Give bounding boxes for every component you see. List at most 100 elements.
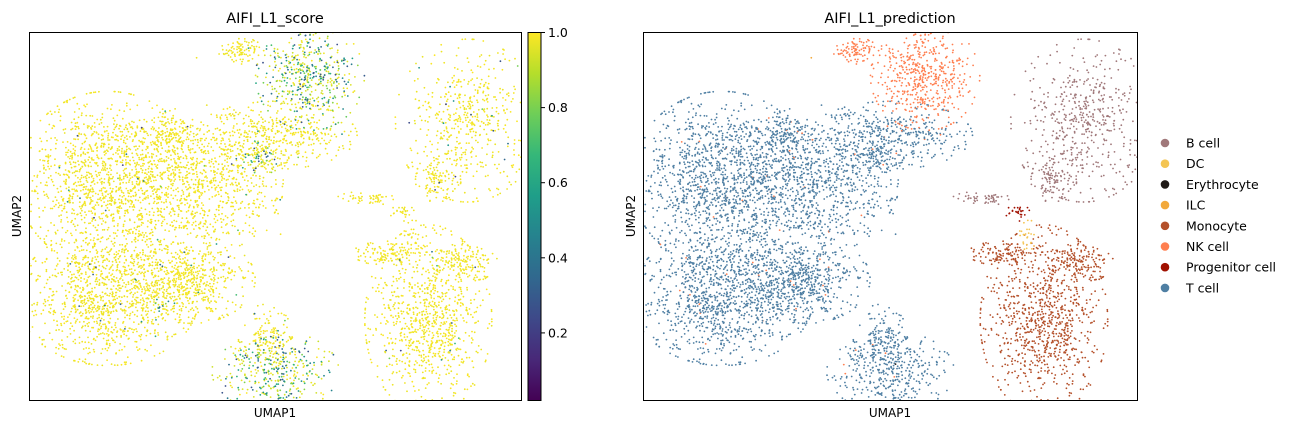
score-point [264, 330, 266, 333]
score-point [264, 356, 267, 359]
score-point [175, 188, 178, 191]
score-point [431, 143, 433, 146]
score-point [324, 132, 326, 135]
score-point [84, 211, 86, 214]
score-point [189, 280, 192, 283]
score-point [80, 207, 82, 210]
score-point [187, 264, 190, 266]
score-point [160, 278, 162, 281]
score-point [463, 107, 466, 109]
score-point [78, 133, 80, 135]
score-point [237, 340, 240, 343]
score-point [130, 228, 132, 231]
score-point [440, 43, 443, 46]
score-point [215, 208, 218, 211]
score-point [59, 185, 62, 188]
score-point [459, 80, 462, 83]
score-point [166, 206, 168, 209]
score-point [451, 179, 454, 182]
score-point [25, 268, 27, 270]
score-point [462, 303, 464, 306]
score-point [91, 206, 94, 209]
score-point [107, 333, 110, 336]
score-point [380, 333, 383, 336]
score-point [198, 178, 201, 181]
score-point [16, 295, 18, 297]
score-point [254, 375, 256, 378]
score-point [472, 255, 474, 258]
score-point [186, 227, 189, 230]
score-point [153, 226, 156, 229]
score-point [136, 147, 139, 150]
score-point [254, 133, 257, 136]
score-point [487, 75, 490, 78]
score-point [288, 41, 291, 44]
score-point [440, 280, 442, 283]
score-point [438, 339, 441, 342]
score-point [456, 302, 459, 305]
score-point [84, 264, 86, 266]
score-point [67, 282, 70, 284]
score-point [382, 203, 384, 206]
score-point [177, 204, 180, 207]
score-point [16, 179, 18, 181]
score-point [185, 174, 187, 177]
score-point [139, 301, 142, 304]
score-point [258, 334, 260, 337]
score-point [377, 194, 380, 197]
score-point [314, 132, 317, 135]
score-point [196, 162, 199, 165]
score-point [236, 41, 239, 43]
score-point [453, 358, 455, 361]
score-point [191, 224, 194, 226]
score-point [155, 179, 157, 182]
score-point [504, 58, 506, 61]
score-point [506, 108, 508, 111]
score-point [88, 144, 91, 146]
score-point [453, 257, 456, 260]
score-point [260, 330, 262, 333]
score-point [404, 368, 407, 371]
score-point [446, 368, 449, 371]
score-point [196, 173, 198, 176]
score-point [131, 262, 134, 264]
score-point [476, 99, 478, 102]
score-point [141, 290, 143, 293]
score-point [173, 277, 175, 280]
score-point [469, 247, 471, 250]
score-point [91, 212, 94, 215]
score-point [162, 278, 164, 281]
score-point [387, 321, 389, 323]
score-point [130, 274, 132, 277]
score-point [132, 281, 135, 283]
score-point [342, 197, 344, 200]
score-point [471, 251, 474, 253]
score-point [95, 293, 97, 296]
score-point [386, 252, 389, 255]
score-point [87, 188, 90, 191]
score-point [106, 207, 109, 209]
score-point [437, 178, 440, 181]
score-point [436, 158, 439, 161]
score-point [103, 178, 106, 180]
score-point [423, 357, 425, 359]
score-point [463, 388, 466, 391]
score-point [390, 214, 392, 217]
score-point [207, 251, 210, 254]
score-point [130, 203, 133, 205]
score-point [180, 309, 183, 312]
score-point [275, 346, 278, 349]
score-point [91, 195, 94, 197]
score-point [104, 187, 106, 190]
score-point [478, 290, 481, 293]
score-point [130, 195, 132, 198]
score-point [248, 49, 250, 52]
score-point [434, 276, 436, 279]
score-point [402, 406, 404, 408]
score-point [257, 54, 260, 57]
score-point [422, 169, 425, 172]
score-point [118, 295, 121, 298]
score-point [162, 317, 165, 319]
score-point [132, 139, 135, 141]
score-point [101, 236, 104, 239]
